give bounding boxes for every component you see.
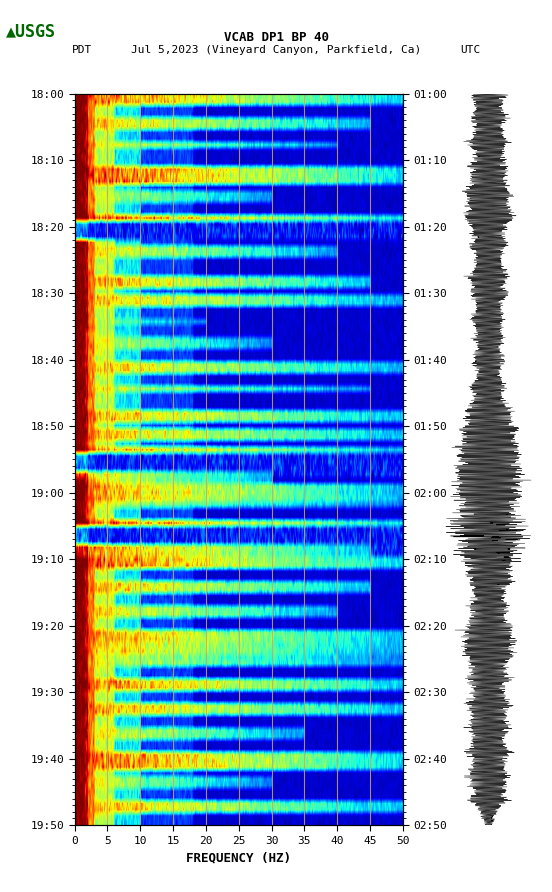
Text: Jul 5,2023 (Vineyard Canyon, Parkfield, Ca): Jul 5,2023 (Vineyard Canyon, Parkfield, … bbox=[131, 45, 421, 54]
X-axis label: FREQUENCY (HZ): FREQUENCY (HZ) bbox=[186, 851, 291, 864]
Text: VCAB DP1 BP 40: VCAB DP1 BP 40 bbox=[224, 31, 328, 45]
Text: ▲USGS: ▲USGS bbox=[6, 22, 56, 40]
Text: UTC: UTC bbox=[460, 45, 480, 54]
Text: PDT: PDT bbox=[72, 45, 92, 54]
